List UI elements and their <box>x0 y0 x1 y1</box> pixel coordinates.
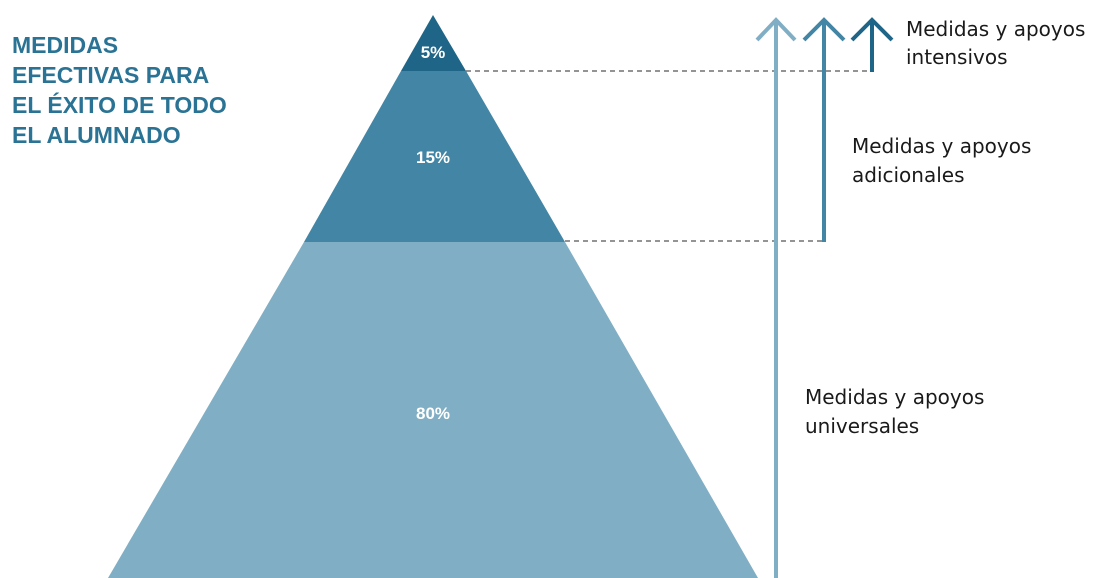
pyramid-tier-base <box>108 242 758 578</box>
title-line: MEDIDAS <box>12 32 118 58</box>
diagram-title: MEDIDAS EFECTIVAS PARA EL ÉXITO DE TODO … <box>12 32 227 148</box>
pyramid: 5% 15% 80% <box>108 15 758 578</box>
label-intensive-line2: intensivos <box>906 45 1008 69</box>
title-line: EL ALUMNADO <box>12 122 181 148</box>
label-additional-line1: Medidas y apoyos <box>852 134 1031 158</box>
label-universal-line1: Medidas y apoyos <box>805 385 984 409</box>
label-additional-line2: adicionales <box>852 163 965 187</box>
label-additional: Medidas y apoyos adicionales <box>852 134 1031 187</box>
arrow-up-additional-icon <box>802 17 846 242</box>
tier-top-percent: 5% <box>421 43 446 62</box>
label-universal: Medidas y apoyos universales <box>805 385 984 438</box>
pyramid-tier-top <box>401 15 466 71</box>
pyramid-tier-middle <box>304 71 565 242</box>
label-universal-line2: universales <box>805 414 919 438</box>
tier-base-percent: 80% <box>416 404 450 423</box>
arrow-up-intensive-icon <box>850 17 894 72</box>
title-line: EL ÉXITO DE TODO <box>12 91 227 118</box>
label-intensive: Medidas y apoyos intensivos <box>906 17 1085 69</box>
tier-middle-percent: 15% <box>416 148 450 167</box>
label-intensive-line1: Medidas y apoyos <box>906 17 1085 41</box>
arrow-up-universal-icon <box>755 17 797 578</box>
title-line: EFECTIVAS PARA <box>12 62 209 88</box>
